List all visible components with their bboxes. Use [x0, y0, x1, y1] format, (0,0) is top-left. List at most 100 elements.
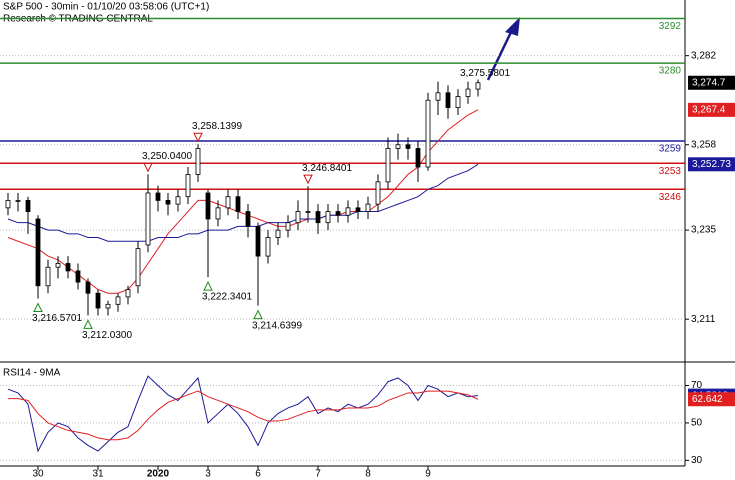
- high-marker: [193, 132, 203, 143]
- candle-body: [35, 218, 41, 287]
- low-marker: [33, 302, 43, 313]
- candle-body: [215, 207, 221, 220]
- candle-body: [275, 229, 281, 238]
- candle-body: [385, 148, 391, 183]
- annotation-label: 3,216.5701: [32, 313, 82, 324]
- candle-body: [435, 92, 441, 101]
- candle-body: [235, 196, 241, 212]
- candle-body: [225, 196, 231, 209]
- level-label: 3246: [659, 192, 682, 203]
- candle-body: [85, 281, 91, 294]
- candle-body: [295, 211, 301, 224]
- candle-body: [115, 296, 121, 305]
- annotation-label: 3,222.3401: [202, 292, 252, 303]
- candle-body: [305, 211, 311, 213]
- candle-body: [145, 192, 151, 246]
- candle-body: [345, 207, 351, 216]
- price-tag: [688, 157, 735, 172]
- price-tag-label: 3,252.73: [692, 159, 731, 170]
- candle-body: [175, 196, 181, 205]
- candle-body: [95, 292, 101, 309]
- candle-body: [45, 266, 51, 287]
- candle-body: [445, 92, 451, 109]
- level-label: 3259: [659, 144, 682, 155]
- y-tick-label: 3,235: [691, 225, 716, 236]
- x-tick-label: 9: [425, 469, 431, 480]
- candle-body: [105, 303, 111, 309]
- candle-body: [25, 200, 31, 212]
- y-tick-label: 3,282: [691, 50, 716, 61]
- level-label: 3253: [659, 166, 682, 177]
- candle-body: [395, 144, 401, 149]
- annotation-label: 3,250.0400: [142, 151, 192, 162]
- annotation-label: 3,214.6399: [252, 320, 302, 331]
- high-marker: [303, 174, 313, 185]
- forecast-arrow: [486, 17, 520, 81]
- level-label: 3280: [659, 66, 682, 77]
- price-tag-label: 3,274.7: [692, 77, 726, 88]
- candle-body: [415, 148, 421, 168]
- annotation-label: 3,246.8401: [302, 163, 352, 174]
- y-tick-label: 3,211: [691, 314, 716, 325]
- candle-body: [205, 192, 211, 220]
- candle-body: [245, 211, 251, 227]
- candle-body: [285, 222, 291, 231]
- candle-body: [65, 263, 71, 272]
- rsi-tag: [688, 392, 735, 407]
- candle-body: [185, 174, 191, 198]
- candle-body: [255, 225, 261, 257]
- annotation-label: 3,212.0300: [82, 330, 132, 341]
- x-tick-label: 6: [255, 469, 261, 480]
- candle-body: [355, 207, 361, 212]
- candle-body: [365, 203, 371, 212]
- candle-body: [315, 211, 321, 224]
- x-tick-label: 8: [365, 469, 371, 480]
- candle-body: [265, 237, 271, 257]
- high-marker: [143, 162, 153, 173]
- rsi-tick-label: 50: [691, 418, 703, 429]
- rsi-title: RSI14 - 9MA: [3, 368, 61, 379]
- candle-body: [15, 200, 21, 202]
- x-tick-label: 2020: [147, 469, 170, 480]
- rsi-line: [7, 375, 479, 453]
- candle-body: [135, 248, 141, 287]
- candle-body: [75, 270, 81, 283]
- chart-title: S&P 500 - 30min - 01/10/20 03:58:06 (UTC…: [3, 2, 209, 13]
- candle-body: [465, 88, 471, 97]
- moving-average: [7, 163, 479, 242]
- candle-body: [165, 200, 171, 205]
- rsi-line: [8, 390, 479, 441]
- candle-body: [325, 211, 331, 224]
- candle-body: [475, 82, 481, 90]
- low-marker: [203, 280, 213, 291]
- candle-body: [405, 144, 411, 149]
- level-label: 3292: [659, 21, 682, 32]
- candle-body: [335, 211, 341, 216]
- moving-average: [7, 109, 479, 294]
- price-tag-label: 3,267.4: [692, 104, 726, 115]
- x-tick-label: 7: [315, 469, 321, 480]
- x-tick-label: 31: [92, 469, 104, 480]
- price-tag: [688, 102, 735, 117]
- candle-body: [155, 192, 161, 201]
- x-tick-label: 3: [205, 469, 211, 480]
- candle-body: [425, 99, 431, 168]
- candle-body: [5, 200, 11, 209]
- x-tick-label: 30: [32, 469, 44, 480]
- annotation-label: 3,275.5801: [460, 68, 510, 79]
- candle-body: [375, 181, 381, 205]
- rsi-tick-label: 70: [691, 380, 703, 391]
- candle-body: [125, 289, 131, 298]
- rsi-tag-label: 62.642: [692, 394, 723, 405]
- low-marker: [253, 309, 263, 320]
- annotation-label: 3,258.1399: [192, 121, 242, 132]
- price-tag: [688, 75, 735, 90]
- rsi-tick-label: 30: [691, 455, 703, 466]
- low-marker: [83, 319, 93, 329]
- candle-body: [55, 263, 61, 268]
- candle-body: [195, 148, 201, 175]
- y-tick-label: 3,258: [691, 139, 716, 150]
- candle-body: [455, 96, 461, 109]
